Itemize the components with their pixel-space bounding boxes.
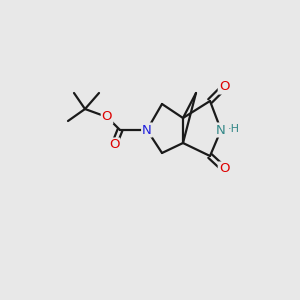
Text: N: N bbox=[216, 124, 226, 136]
Text: N: N bbox=[142, 124, 152, 136]
Text: ·H: ·H bbox=[228, 124, 240, 134]
Text: O: O bbox=[219, 163, 229, 176]
Text: O: O bbox=[109, 139, 119, 152]
Text: O: O bbox=[102, 110, 112, 124]
Text: O: O bbox=[219, 80, 229, 94]
